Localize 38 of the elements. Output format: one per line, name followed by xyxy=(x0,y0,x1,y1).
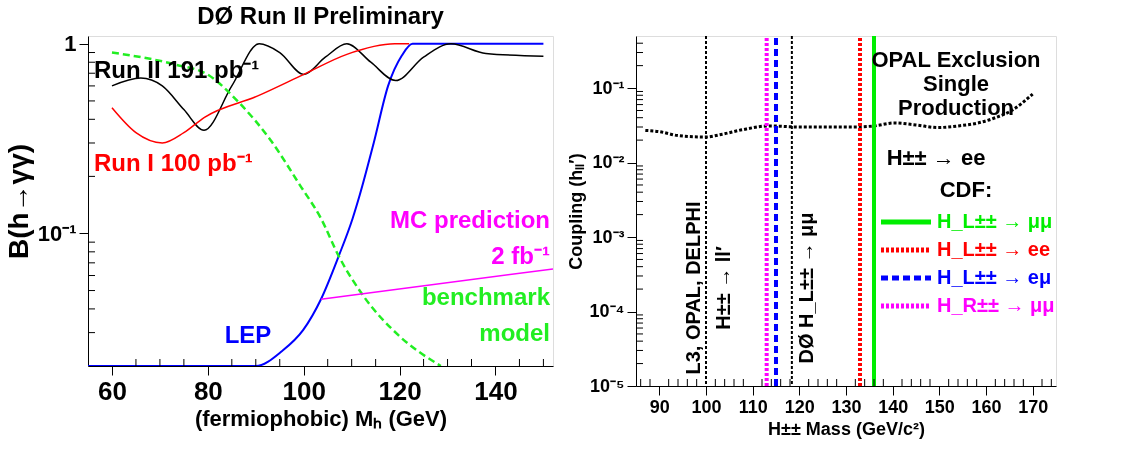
y-tick-label: 1 xyxy=(64,31,77,57)
legend-label: H_L±± → eμ xyxy=(937,266,1052,288)
y-tick-label: 10⁻² xyxy=(592,152,625,173)
x-tick-label: 120 xyxy=(784,396,815,417)
x-tick-label: 110 xyxy=(738,396,768,417)
chart-title: DØ Run II Preliminary xyxy=(197,1,445,29)
y-tick-label: 10⁻⁵ xyxy=(590,375,625,396)
series-label: MC prediction 2 fb⁻¹ xyxy=(390,206,550,269)
series-label: LEP xyxy=(224,321,272,348)
x-tick-label: 130 xyxy=(831,396,862,417)
x-tick-label: 170 xyxy=(1018,396,1049,417)
y-tick-label: 10⁻⁴ xyxy=(589,301,625,322)
x-tick-label: 140 xyxy=(878,396,909,417)
legend-title: CDF: xyxy=(939,177,993,202)
x-tick-label: 80 xyxy=(193,375,223,406)
x-tick-label: 100 xyxy=(691,396,722,417)
y-tick-label: 10⁻¹ xyxy=(37,220,77,246)
ref-line-label: DØ H_L±± → μμ xyxy=(794,212,817,364)
annotation: H±± → ee xyxy=(886,145,986,170)
y-axis-title: Coupling (hₗₗ′) xyxy=(565,153,586,270)
x-tick-label: 100 xyxy=(282,375,326,406)
x-tick-label: 60 xyxy=(98,375,127,406)
y-axis-title: B(h→γγ) xyxy=(2,143,34,260)
x-tick-label: 160 xyxy=(971,396,1002,417)
legend-label: H_L±± → μμ xyxy=(937,210,1053,232)
x-tick-label: 140 xyxy=(474,375,518,406)
ref-line-label: L3, OPAL, DELPHI H±± → ll′ xyxy=(682,201,734,375)
legend-label: H_R±± → μμ xyxy=(937,294,1055,316)
x-tick-label: 150 xyxy=(924,396,955,417)
x-tick-label: 120 xyxy=(378,375,422,406)
legend-label: H_L±± → ee xyxy=(937,238,1051,260)
y-tick-label: 10⁻¹ xyxy=(592,77,625,98)
x-axis-title: (fermiophobic) Mₕ (GeV) xyxy=(194,405,448,431)
y-tick-label: 10⁻³ xyxy=(592,226,625,247)
x-tick-label: 90 xyxy=(649,396,670,417)
x-axis-title: H±± Mass (GeV/c²) xyxy=(768,418,925,439)
series-label: benchmark model xyxy=(421,283,551,346)
series-label: Run I 100 pb⁻¹ xyxy=(94,149,253,176)
